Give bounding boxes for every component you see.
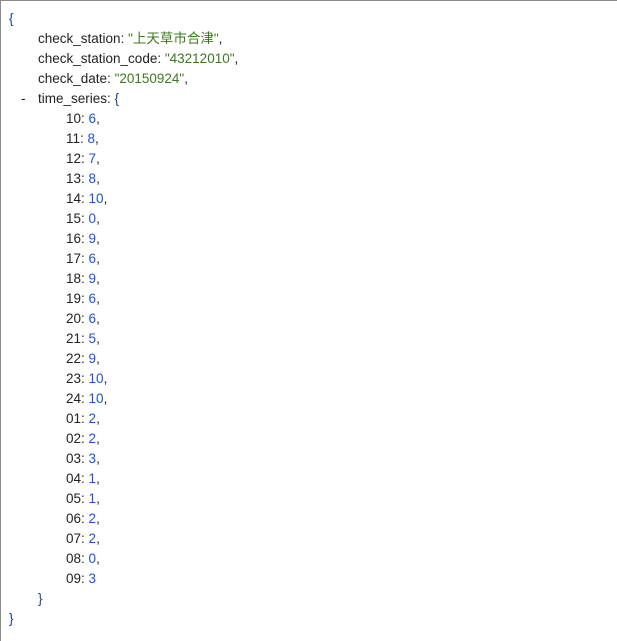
time-series-entry: 21: 5, [66, 331, 100, 346]
time-series-entry: 05: 1, [66, 491, 100, 506]
entry-value: 1 [88, 471, 97, 486]
entry-key: 17 [66, 251, 82, 266]
field-check-station-code: check_station_code: "43212010", [38, 51, 239, 66]
field-check-station: check_station: "上天草市合津", [38, 31, 223, 46]
entry-value: 2 [88, 411, 97, 426]
field-key: check_station [38, 31, 121, 46]
entry-key: 23 [66, 371, 82, 386]
entry-key: 05 [66, 491, 82, 506]
time-series-entry: 15: 0, [66, 211, 100, 226]
time-series-entry: 01: 2, [66, 411, 100, 426]
entry-key: 21 [66, 331, 82, 346]
entry-key: 02 [66, 431, 82, 446]
time-series-entry: 04: 1, [66, 471, 100, 486]
entry-value: 3 [88, 571, 97, 586]
entry-value: 9 [88, 271, 97, 286]
entry-key: 22 [66, 351, 82, 366]
close-brace: } [9, 611, 14, 626]
entry-value: 5 [88, 331, 97, 346]
entry-key: 13 [66, 171, 82, 186]
time-series-entry: 12: 7, [66, 151, 100, 166]
entry-key: 09 [66, 571, 82, 586]
time-series-entry: 03: 3, [66, 451, 100, 466]
time-series-entry: 08: 0, [66, 551, 100, 566]
entry-value: 3 [88, 451, 97, 466]
entry-value: 8 [87, 131, 96, 146]
entry-value: 10 [88, 191, 104, 206]
field-value: "20150924" [114, 71, 185, 86]
time-series-entry: 11: 8, [66, 131, 99, 146]
entry-key: 03 [66, 451, 82, 466]
entry-key: 20 [66, 311, 82, 326]
time-series-entry: 19: 6, [66, 291, 100, 306]
entry-key: 10 [66, 111, 82, 126]
field-check-date: check_date: "20150924", [38, 71, 188, 86]
entry-value: 2 [88, 431, 97, 446]
entry-key: 19 [66, 291, 82, 306]
entry-key: 24 [66, 391, 82, 406]
time-series-entry: 14: 10, [66, 191, 108, 206]
time-series-entry: 07: 2, [66, 531, 100, 546]
time-series-entry: 10: 6, [66, 111, 100, 126]
entry-value: 6 [88, 311, 97, 326]
entry-key: 06 [66, 511, 82, 526]
field-key: check_station_code [38, 51, 158, 66]
entry-key: 18 [66, 271, 82, 286]
open-brace: { [114, 91, 120, 106]
time-series-entry: 22: 9, [66, 351, 100, 366]
entry-key: 07 [66, 531, 82, 546]
entry-key: 04 [66, 471, 82, 486]
field-value: "43212010" [164, 51, 235, 66]
entry-value: 9 [88, 351, 97, 366]
open-brace: { [9, 11, 14, 26]
entry-key: 16 [66, 231, 82, 246]
entry-value: 6 [88, 291, 97, 306]
time-series-entry: 18: 9, [66, 271, 100, 286]
entry-value: 10 [88, 371, 104, 386]
entry-key: 14 [66, 191, 82, 206]
time-series-entry: 02: 2, [66, 431, 100, 446]
collapse-toggle[interactable]: - [21, 91, 26, 106]
entry-value: 6 [88, 251, 97, 266]
entry-value: 2 [88, 511, 97, 526]
time-series-entry: 20: 6, [66, 311, 100, 326]
entry-value: 8 [88, 171, 97, 186]
entry-value: 1 [88, 491, 97, 506]
entry-value: 10 [88, 391, 104, 406]
close-brace-time-series: } [38, 591, 43, 606]
time-series-entry: 17: 6, [66, 251, 100, 266]
entry-value: 9 [88, 231, 97, 246]
field-value: "上天草市合津" [128, 31, 219, 46]
field-key: check_date [38, 71, 108, 86]
entry-value: 0 [88, 551, 97, 566]
time-series-entry: 09: 3 [66, 571, 97, 586]
time-series-entry: 13: 8, [66, 171, 100, 186]
field-time-series: time_series: { [38, 91, 120, 106]
entry-key: 08 [66, 551, 82, 566]
entry-key: 15 [66, 211, 82, 226]
time-series-entry: 16: 9, [66, 231, 100, 246]
entry-key: 01 [66, 411, 82, 426]
entry-value: 0 [88, 211, 97, 226]
entry-value: 2 [88, 531, 97, 546]
entry-key: 11 [66, 131, 81, 146]
time-series-entry: 24: 10, [66, 391, 108, 406]
entry-value: 7 [88, 151, 97, 166]
time-series-entry: 23: 10, [66, 371, 108, 386]
entry-key: 12 [66, 151, 82, 166]
entry-value: 6 [88, 111, 97, 126]
time-series-entry: 06: 2, [66, 511, 100, 526]
field-key: time_series [38, 91, 108, 106]
